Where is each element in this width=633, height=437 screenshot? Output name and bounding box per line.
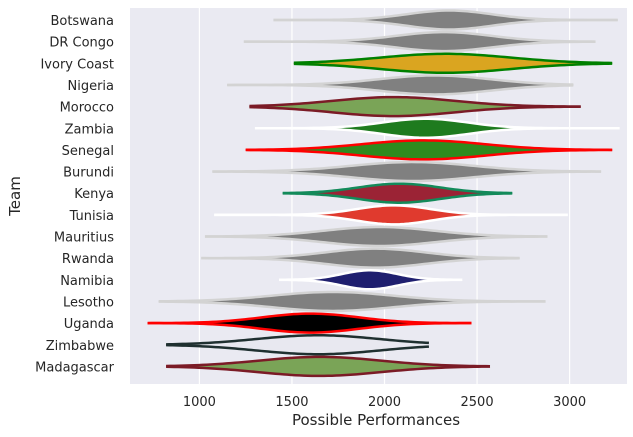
violin-ivory-coast [293, 52, 613, 75]
violin-body [212, 162, 602, 182]
violin-rwanda [201, 247, 520, 269]
violin-outline-bottom [166, 365, 491, 378]
violin-outline-bottom [273, 18, 618, 31]
violin-uganda [147, 312, 472, 334]
x-tick-label: 1000 [183, 395, 216, 410]
y-tick-label: Nigeria [67, 79, 114, 94]
violin-zimbabwe [166, 333, 430, 356]
y-tick-label: Tunisia [69, 209, 114, 224]
y-tick-label: Lesotho [63, 295, 114, 310]
violin-body [245, 140, 613, 160]
y-tick-label: Namibia [60, 274, 114, 289]
violin-body [166, 335, 429, 355]
y-tick-label: Zimbabwe [46, 339, 114, 354]
y-tick-label: Ivory Coast [40, 57, 114, 72]
violin-body [166, 356, 491, 376]
violin-tunisia [214, 204, 568, 226]
violin-outline-top [245, 139, 613, 152]
y-tick-label: Uganda [64, 317, 114, 332]
violin-outline-top [166, 355, 491, 368]
violin-madagascar [166, 355, 491, 378]
violin-body [273, 10, 618, 30]
violin-body [279, 270, 463, 290]
violin-outline-bottom [279, 278, 463, 291]
violin-body [147, 313, 472, 333]
y-tick-label: Senegal [62, 144, 114, 159]
violin-body [204, 227, 548, 246]
violin-body [243, 32, 596, 52]
y-tick-label: Mauritius [54, 231, 114, 246]
violin-body [254, 118, 620, 138]
violin-namibia [279, 269, 463, 291]
violin-mauritius [204, 225, 548, 248]
violin-outline-top [293, 52, 613, 65]
violin-body [201, 248, 520, 268]
violin-outline-bottom [204, 235, 548, 248]
violin-outline-bottom [293, 62, 613, 75]
violin-outline-bottom [243, 40, 596, 53]
violin-nigeria [227, 74, 574, 96]
y-tick-label: DR Congo [49, 36, 114, 51]
violin-lesotho [158, 290, 546, 313]
violin-outline-bottom [212, 170, 602, 183]
violin-outline-bottom [245, 148, 613, 161]
violin-outline-top [249, 95, 581, 108]
violin-body [227, 75, 574, 95]
violin-botswana [273, 9, 618, 31]
violin-outline-bottom [254, 127, 620, 139]
violin-dr-congo [243, 30, 596, 53]
y-tick-label: Morocco [60, 101, 114, 116]
violin-body [214, 205, 568, 225]
violin-outline-bottom [227, 83, 574, 96]
x-tick-labels: 1000 1500 2000 2500 3000 [183, 395, 586, 410]
violin-outline-bottom [158, 300, 546, 313]
y-tick-label: Burundi [63, 166, 114, 181]
violin-outline-top [279, 269, 463, 282]
y-tick-labels: Botswana DR Congo Ivory Coast Nigeria Morocc… [35, 14, 115, 375]
y-tick-label: Botswana [50, 14, 114, 29]
y-tick-label: Kenya [74, 187, 114, 202]
x-axis-label: Possible Performances [292, 411, 460, 429]
violin-kenya [282, 182, 513, 204]
violin-morocco [249, 95, 581, 118]
violin-burundi [212, 160, 602, 183]
violin-outline-bottom [214, 213, 568, 226]
violin-outline-top [166, 333, 430, 346]
violin-outline-top [147, 312, 472, 325]
violin-zambia [254, 117, 620, 139]
x-tick-label: 2000 [368, 395, 401, 410]
violin-body [282, 183, 513, 203]
violins [147, 9, 620, 378]
x-tick-label: 3000 [553, 395, 586, 410]
violin-senegal [245, 139, 613, 161]
violin-outline-bottom [166, 343, 430, 356]
violin-outline-bottom [282, 192, 513, 204]
violin-body [158, 291, 546, 311]
y-tick-label: Rwanda [62, 252, 114, 267]
y-axis-label: Team [6, 176, 24, 217]
violin-outline-bottom [249, 105, 581, 118]
violin-outline-bottom [201, 256, 520, 269]
violin-outline-top [282, 182, 513, 195]
violin-outline-bottom [147, 321, 472, 334]
x-tick-label: 1500 [275, 395, 308, 410]
violin-outline-top [204, 225, 548, 238]
y-tick-label: Madagascar [35, 360, 115, 375]
x-tick-label: 2500 [461, 395, 494, 410]
y-tick-label: Zambia [65, 122, 114, 137]
violin-outline-top [212, 160, 602, 173]
